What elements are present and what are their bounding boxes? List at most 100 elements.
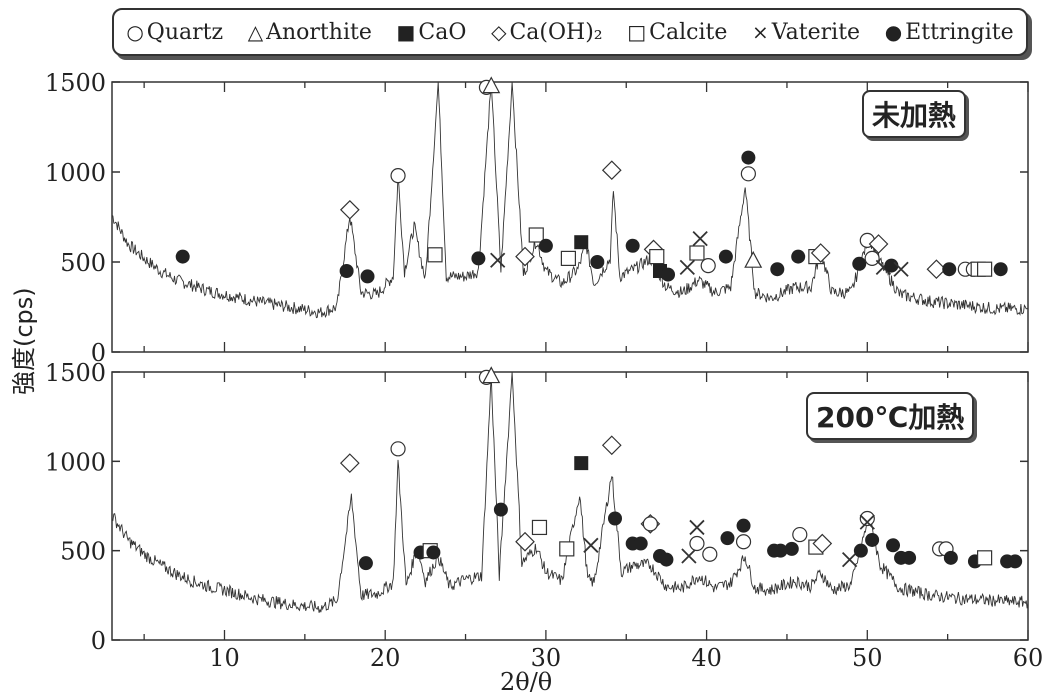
caoh2-marker bbox=[812, 533, 833, 554]
legend-label: Ettringite bbox=[905, 19, 1014, 45]
caoh2-marker bbox=[515, 246, 535, 267]
quartz-marker bbox=[700, 258, 716, 274]
legend-label: CaO bbox=[418, 19, 467, 45]
vaterite-marker bbox=[681, 548, 697, 564]
vaterite-marker bbox=[692, 230, 708, 247]
y-tick-label: 1500 bbox=[45, 69, 106, 97]
legend: ○ Quartz △ Anorthite ■ CaO ◇ Ca(OH)₂ □ Calcit… bbox=[112, 8, 1028, 56]
x-tick-label: 50 bbox=[852, 644, 883, 672]
circle-filled-icon: ● bbox=[884, 20, 903, 44]
y-tick-label: 500 bbox=[60, 538, 106, 566]
legend-label: Anorthite bbox=[266, 19, 372, 45]
vaterite-marker bbox=[689, 519, 705, 536]
ettringite-marker bbox=[538, 238, 553, 253]
ettringite-marker bbox=[661, 267, 676, 282]
calcite-marker bbox=[649, 249, 665, 265]
caoh2-marker bbox=[339, 199, 360, 220]
quartz-marker bbox=[735, 534, 752, 550]
quartz-marker bbox=[792, 526, 808, 543]
ettringite-marker bbox=[625, 238, 640, 253]
vaterite-marker bbox=[841, 551, 858, 568]
ettringite-marker bbox=[736, 518, 751, 533]
legend-label: Calcite bbox=[649, 19, 728, 45]
ettringite-marker bbox=[942, 262, 957, 277]
ettringite-marker bbox=[773, 543, 788, 558]
ettringite-marker bbox=[590, 255, 605, 269]
quartz-marker bbox=[702, 546, 718, 562]
triangle-open-icon: △ bbox=[247, 20, 264, 44]
caoh2-marker bbox=[810, 243, 831, 263]
quartz-marker bbox=[859, 510, 875, 527]
legend-item-vaterite: × Vaterite bbox=[752, 20, 860, 45]
caoh2-marker bbox=[515, 531, 535, 552]
panel-label-top: 未加熱 bbox=[862, 90, 967, 138]
legend-label: Ca(OH)₂ bbox=[509, 19, 603, 45]
legend-item-cao: ■ CaO bbox=[397, 20, 467, 45]
y-tick-label: 1000 bbox=[45, 159, 106, 187]
ettringite-marker bbox=[175, 249, 190, 264]
y-tick-label: 1500 bbox=[45, 359, 106, 387]
ettringite-marker bbox=[853, 543, 868, 558]
ettringite-marker bbox=[360, 269, 375, 284]
x-axis-label: 2θ/θ bbox=[500, 668, 553, 696]
ettringite-marker bbox=[770, 262, 785, 277]
x-tick-label: 30 bbox=[531, 644, 562, 672]
ettringite-marker bbox=[720, 531, 735, 546]
legend-item-quartz: ○ Quartz bbox=[126, 20, 223, 45]
ettringite-marker bbox=[1008, 554, 1023, 569]
quartz-marker bbox=[689, 535, 705, 552]
calcite-marker bbox=[977, 550, 993, 566]
ettringite-marker bbox=[993, 262, 1008, 277]
quartz-marker bbox=[390, 168, 406, 184]
calcite-marker bbox=[560, 250, 576, 266]
ettringite-marker bbox=[493, 502, 508, 517]
ettringite-marker bbox=[784, 541, 799, 556]
y-tick-label: 1000 bbox=[45, 448, 106, 476]
vaterite-marker bbox=[679, 259, 695, 276]
legend-item-ettringite: ● Ettringite bbox=[885, 20, 1014, 45]
ettringite-marker bbox=[718, 249, 733, 264]
ettringite-marker bbox=[791, 249, 806, 264]
caoh2-marker bbox=[601, 160, 622, 181]
caoh2-marker bbox=[339, 453, 360, 473]
legend-label: Vaterite bbox=[771, 19, 861, 45]
ettringite-marker bbox=[852, 256, 867, 271]
vaterite-marker bbox=[893, 261, 909, 277]
y-tick-label: 500 bbox=[60, 249, 106, 277]
anorthite-marker bbox=[744, 250, 763, 268]
caoh2-marker bbox=[926, 259, 947, 280]
ettringite-marker bbox=[902, 550, 917, 565]
ettringite-marker bbox=[633, 536, 648, 551]
legend-item-anorthite: △ Anorthite bbox=[248, 20, 372, 45]
ettringite-marker bbox=[886, 538, 901, 553]
quartz-marker bbox=[864, 250, 880, 266]
y-tick-label: 0 bbox=[91, 627, 106, 655]
anorthite-marker bbox=[482, 76, 501, 94]
x-tick-label: 20 bbox=[370, 644, 401, 672]
ettringite-marker bbox=[865, 532, 880, 547]
ettringite-marker bbox=[426, 545, 441, 560]
vaterite-marker bbox=[490, 252, 506, 268]
ettringite-marker bbox=[741, 150, 756, 165]
plot-frame bbox=[111, 371, 1029, 641]
y-axis-label: 強度(cps) bbox=[10, 287, 38, 395]
cross-icon: × bbox=[752, 20, 769, 44]
calcite-marker bbox=[531, 519, 548, 536]
ettringite-marker bbox=[943, 550, 958, 565]
diamond-open-icon: ◇ bbox=[491, 20, 507, 44]
quartz-marker bbox=[642, 516, 658, 532]
circle-open-icon: ○ bbox=[126, 20, 144, 44]
cao-marker bbox=[574, 235, 589, 250]
x-tick-label: 60 bbox=[1013, 644, 1044, 672]
vaterite-marker bbox=[583, 537, 599, 553]
legend-item-calcite: □ Calcite bbox=[627, 20, 727, 45]
ettringite-marker bbox=[358, 556, 373, 571]
legend-label: Quartz bbox=[146, 19, 224, 45]
ettringite-marker bbox=[607, 511, 622, 526]
ettringite-marker bbox=[471, 251, 486, 266]
calcite-marker bbox=[559, 541, 575, 557]
calcite-marker bbox=[689, 245, 705, 261]
square-open-icon: □ bbox=[627, 20, 647, 44]
ettringite-marker bbox=[659, 552, 674, 567]
